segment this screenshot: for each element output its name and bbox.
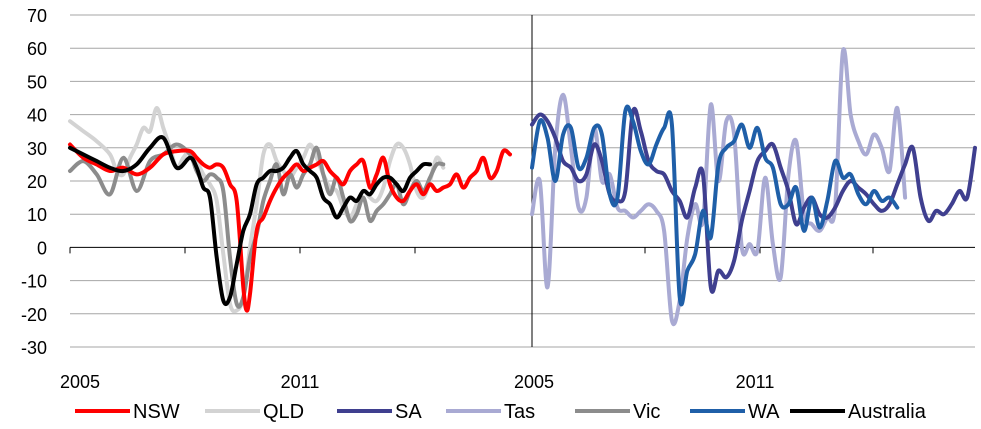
x-tick-label: 2011 bbox=[281, 372, 320, 392]
x-tick-label: 2005 bbox=[60, 372, 100, 392]
y-tick-label: 70 bbox=[27, 6, 47, 26]
y-tick-label: 10 bbox=[27, 205, 47, 225]
y-tick-label: -20 bbox=[21, 305, 47, 325]
legend-item-qld: QLD bbox=[205, 401, 304, 423]
y-tick-label: 50 bbox=[27, 72, 47, 92]
series-line-vic bbox=[68, 142, 446, 309]
series-line-australia bbox=[68, 135, 432, 307]
y-tick-label: 30 bbox=[27, 139, 47, 159]
legend-layer: NSW QLD SA Tas Vic WA Australia bbox=[75, 401, 927, 423]
legend-item-sa: SA bbox=[337, 401, 422, 423]
y-tick-label: 0 bbox=[37, 238, 47, 258]
legend-label: Vic bbox=[633, 401, 660, 423]
x-tick-label: 2011 bbox=[736, 372, 775, 392]
series-line-wa bbox=[530, 104, 900, 307]
series-line-nsw bbox=[68, 142, 512, 313]
legend-label: NSW bbox=[133, 401, 180, 423]
legend-item-nsw: NSW bbox=[75, 401, 180, 423]
series-line-tas bbox=[530, 47, 908, 327]
legend-item-tas: Tas bbox=[446, 401, 535, 423]
legend-label: QLD bbox=[263, 401, 304, 423]
y-tick-label: 20 bbox=[27, 172, 47, 192]
y-tick-label: -30 bbox=[21, 338, 47, 358]
legend-label: WA bbox=[748, 401, 780, 423]
axis-layer: 70 60 50 40 30 20 10 0 -10 -20 -30 2005 2011 2005 2011 bbox=[21, 6, 975, 392]
legend-label: Tas bbox=[504, 401, 535, 423]
y-tick-label: 60 bbox=[27, 39, 47, 59]
y-tick-label: -10 bbox=[21, 272, 47, 292]
series-layer bbox=[68, 47, 977, 327]
legend-item-wa: WA bbox=[690, 401, 780, 423]
series-line-qld bbox=[68, 105, 446, 314]
x-tick-label: 2005 bbox=[514, 372, 554, 392]
legend-item-australia: Australia bbox=[790, 401, 927, 423]
legend-label: Australia bbox=[848, 401, 927, 423]
y-tick-label: 40 bbox=[27, 106, 47, 126]
legend-item-vic: Vic bbox=[575, 401, 660, 423]
legend-label: SA bbox=[395, 401, 422, 423]
